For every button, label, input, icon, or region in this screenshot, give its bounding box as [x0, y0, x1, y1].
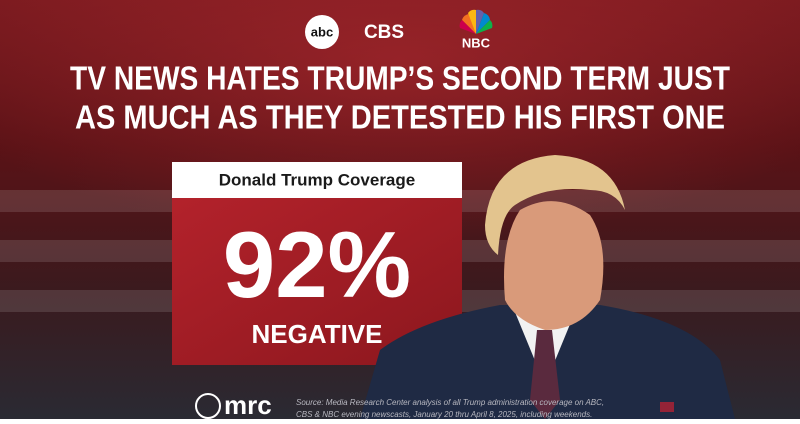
stat-value: 92% [223, 212, 411, 317]
nbc-text: NBC [462, 35, 491, 50]
mrc-brand: mrc [224, 390, 272, 419]
cbs-text: CBS [364, 22, 404, 43]
portrait [360, 155, 735, 419]
headline-line-2: AS MUCH AS THEY DETESTED HIS FIRST ONE [75, 99, 725, 136]
abc-logo [305, 15, 339, 49]
stat-label-box [172, 162, 462, 198]
stat-caption: NEGATIVE [252, 319, 383, 349]
mrc-emblem [195, 393, 221, 419]
abc-text: abc [311, 24, 333, 39]
nbc-peacock [459, 9, 493, 35]
stat-label: Donald Trump Coverage [219, 170, 415, 189]
source-line-2: CBS & NBC evening newscasts, January 20 … [296, 410, 592, 419]
headline-line-1: TV NEWS HATES TRUMP’S SECOND TERM JUST [70, 60, 730, 97]
source-line-1: Source: Media Research Center analysis o… [296, 398, 604, 407]
